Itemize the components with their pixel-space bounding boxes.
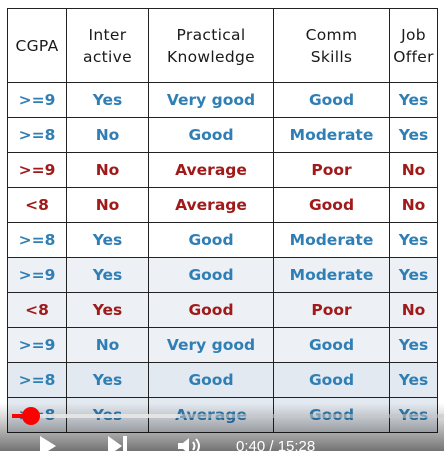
table-row: >=9 No Very good Good Yes — [7, 327, 438, 363]
table-header-row: CGPA Inter active Practical Knowledge Co… — [7, 8, 438, 83]
cell-comm-skills: Good — [273, 187, 390, 223]
scrubber-handle[interactable] — [21, 407, 40, 425]
next-icon-triangle — [108, 436, 122, 451]
cell-practical-knowledge: Average — [148, 187, 274, 223]
table-body: >=9 Yes Very good Good Yes >=8 No Good Moderate Y… — [7, 82, 438, 433]
cell-comm-skills: Moderate — [273, 222, 390, 258]
table-row: >=9 Yes Good Moderate Yes — [7, 257, 438, 293]
table-row: <8 Yes Good Poor No — [7, 292, 438, 328]
cell-job-offer: Yes — [389, 362, 438, 398]
cell-interactive: Yes — [66, 257, 149, 293]
cell-job-offer: No — [389, 152, 438, 188]
cell-interactive: No — [66, 327, 149, 363]
cell-job-offer: Yes — [389, 117, 438, 153]
cell-interactive: Yes — [66, 222, 149, 258]
cell-cgpa: <8 — [7, 187, 67, 223]
cell-cgpa: >=9 — [7, 327, 67, 363]
progress-played — [12, 414, 31, 418]
header-cgpa: CGPA — [7, 8, 67, 83]
cell-comm-skills: Poor — [273, 292, 390, 328]
table-row: >=8 Yes Good Good Yes — [7, 362, 438, 398]
cell-practical-knowledge: Very good — [148, 82, 274, 118]
cell-practical-knowledge: Good — [148, 257, 274, 293]
table-row: <8 No Average Good No — [7, 187, 438, 223]
cell-job-offer: No — [389, 187, 438, 223]
cell-practical-knowledge: Very good — [148, 327, 274, 363]
cell-practical-knowledge: Good — [148, 222, 274, 258]
cell-practical-knowledge: Average — [148, 152, 274, 188]
cell-job-offer: Yes — [389, 82, 438, 118]
cell-cgpa: <8 — [7, 292, 67, 328]
cell-cgpa: >=9 — [7, 82, 67, 118]
table-row: >=9 No Average Poor No — [7, 152, 438, 188]
cell-cgpa: >=8 — [7, 117, 67, 153]
cell-job-offer: No — [389, 292, 438, 328]
cell-interactive: No — [66, 187, 149, 223]
header-interactive: Inter active — [66, 8, 149, 83]
cell-job-offer: Yes — [389, 222, 438, 258]
cell-comm-skills: Poor — [273, 152, 390, 188]
volume-icon[interactable] — [176, 436, 206, 451]
cell-interactive: Yes — [66, 82, 149, 118]
time-display: 0:40 / 15:28 — [236, 438, 316, 451]
cell-comm-skills: Good — [273, 362, 390, 398]
cell-interactive: Yes — [66, 292, 149, 328]
cell-practical-knowledge: Good — [148, 292, 274, 328]
cell-cgpa: >=9 — [7, 152, 67, 188]
cell-interactive: No — [66, 152, 149, 188]
cell-comm-skills: Moderate — [273, 117, 390, 153]
cell-practical-knowledge: Good — [148, 362, 274, 398]
cell-cgpa: >=8 — [7, 222, 67, 258]
next-icon[interactable] — [108, 436, 132, 451]
cell-cgpa: >=8 — [7, 362, 67, 398]
header-comm-skills: Comm Skills — [273, 8, 390, 83]
cell-job-offer: Yes — [389, 327, 438, 363]
cell-job-offer: Yes — [389, 257, 438, 293]
header-practical-knowledge: Practical Knowledge — [148, 8, 274, 83]
cell-comm-skills: Good — [273, 327, 390, 363]
cell-interactive: No — [66, 117, 149, 153]
volume-icon-graphic — [178, 438, 200, 451]
cell-cgpa: >=9 — [7, 257, 67, 293]
progress-buffer — [12, 414, 181, 418]
cell-interactive: Yes — [66, 362, 149, 398]
cell-practical-knowledge: Good — [148, 117, 274, 153]
progress-track[interactable] — [12, 414, 444, 418]
next-icon-bar — [123, 436, 127, 451]
table-row: >=8 Yes Good Moderate Yes — [7, 222, 438, 258]
job-offer-table: CGPA Inter active Practical Knowledge Co… — [7, 8, 438, 433]
cell-comm-skills: Good — [273, 82, 390, 118]
play-icon[interactable] — [40, 436, 56, 451]
cell-comm-skills: Moderate — [273, 257, 390, 293]
player-controls-overlay — [0, 403, 444, 451]
table-row: >=8 No Good Moderate Yes — [7, 117, 438, 153]
header-job-offer: Job Offer — [389, 8, 438, 83]
table-row: >=9 Yes Very good Good Yes — [7, 82, 438, 118]
